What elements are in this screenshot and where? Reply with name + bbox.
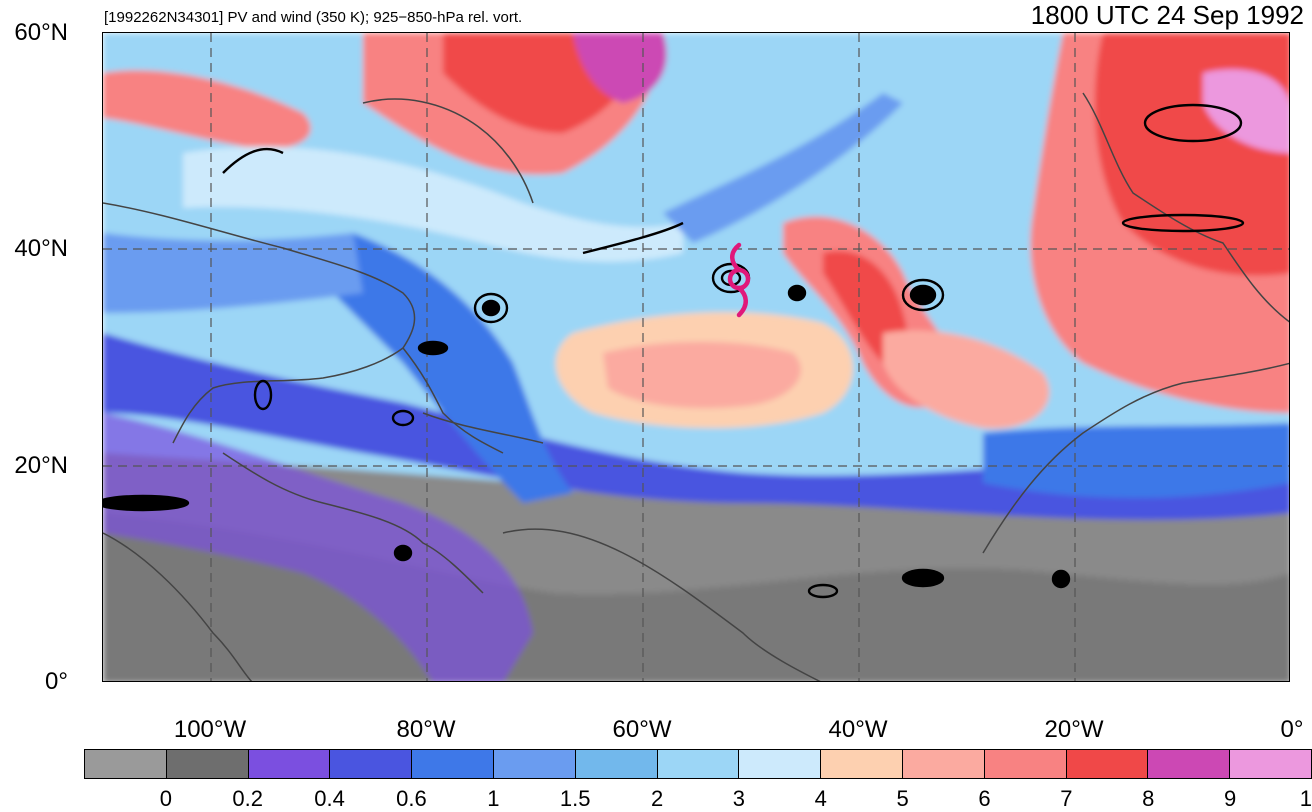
colorbar-cell bbox=[1066, 750, 1149, 778]
lon-label-100w: 100°W bbox=[173, 716, 247, 743]
colorbar-cell bbox=[1230, 750, 1311, 778]
colorbar-tick-label: 3 bbox=[732, 786, 746, 811]
map-svg bbox=[103, 33, 1289, 681]
colorbar-tick-label: 0.4 bbox=[314, 786, 345, 811]
lon-label-20w: 20°W bbox=[1044, 716, 1104, 743]
colorbar-cell bbox=[493, 750, 576, 778]
colorbar-tick-label: 7 bbox=[1060, 786, 1073, 811]
colorbar-cell bbox=[1148, 750, 1231, 778]
colorbar-cell bbox=[412, 750, 494, 778]
lat-label-60n: 60°N bbox=[14, 19, 68, 46]
colorbar-cell bbox=[575, 750, 658, 778]
colorbar-cell bbox=[902, 750, 985, 778]
colorbar-tick-label: 6 bbox=[978, 786, 991, 811]
lon-label-60w: 60°W bbox=[612, 716, 672, 743]
colorbar-tick-label: 0.6 bbox=[396, 786, 427, 811]
colorbar-tick-label: 1.5 bbox=[559, 786, 591, 811]
lon-label-40w: 40°W bbox=[828, 716, 888, 743]
colorbar-tick-label: 10 bbox=[1299, 786, 1312, 811]
colorbar-cell bbox=[657, 750, 740, 778]
colorbar-tick-label: 8 bbox=[1142, 786, 1155, 811]
lat-label-40n: 40°N bbox=[14, 235, 68, 262]
colorbar bbox=[84, 749, 1312, 779]
colorbar-tick-label: 4 bbox=[814, 786, 827, 811]
colorbar-cell bbox=[248, 750, 331, 778]
map-panel bbox=[102, 32, 1290, 682]
colorbar-cell bbox=[85, 750, 167, 778]
valid-time: 1800 UTC 24 Sep 1992 bbox=[1030, 0, 1304, 30]
colorbar-cell bbox=[739, 750, 822, 778]
colorbar-tick-label: 0 bbox=[159, 786, 172, 811]
colorbar-cell bbox=[984, 750, 1067, 778]
colorbar-tick-label: 2 bbox=[650, 786, 664, 811]
coastlines bbox=[103, 92, 1289, 681]
colorbar-cell bbox=[821, 750, 903, 778]
lat-label-20n: 20°N bbox=[14, 452, 68, 479]
vorticity-contours bbox=[103, 103, 1245, 599]
colorbar-tick-label: 0.2 bbox=[232, 786, 264, 811]
pv-field bbox=[103, 33, 1289, 681]
colorbar-tick-label: 1 bbox=[487, 786, 500, 811]
colorbar-cell bbox=[330, 750, 413, 778]
tropical-cyclone-icon bbox=[727, 242, 751, 318]
lat-label-0: 0° bbox=[45, 668, 68, 695]
colorbar-cell bbox=[166, 750, 249, 778]
colorbar-tick-label: 5 bbox=[896, 786, 909, 811]
figure-caption: [1992262N34301] PV and wind (350 K); 925… bbox=[104, 9, 523, 26]
lon-label-80w: 80°W bbox=[396, 716, 456, 743]
graticule bbox=[103, 33, 1289, 681]
lon-label-0: 0° bbox=[1280, 716, 1304, 743]
colorbar-tick-label: 9 bbox=[1224, 786, 1237, 811]
